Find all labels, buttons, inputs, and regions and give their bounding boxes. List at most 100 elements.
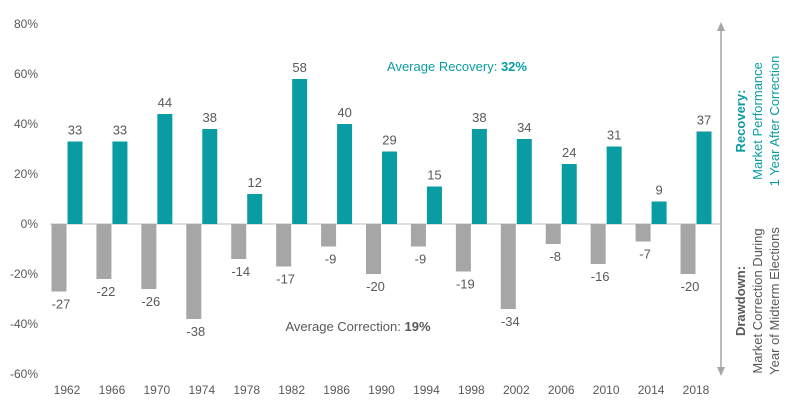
- recovery-data-label: 40: [337, 105, 351, 120]
- drawdown-data-label: -27: [52, 297, 71, 312]
- recovery-bar: [67, 141, 83, 224]
- x-tick-label: 1998: [458, 383, 485, 397]
- arrow-down-head: [717, 367, 725, 376]
- drawdown-bar: [410, 224, 426, 247]
- recovery-data-label: 33: [68, 123, 82, 138]
- bar-labels-group: 33 -27 33 -22 44 -26 38 -38 12 -14 58 -17 40 -9 29 -20 1…: [52, 60, 712, 339]
- recovery-bar: [651, 201, 667, 224]
- recovery-data-label: 29: [382, 133, 396, 148]
- drawdown-data-label: -20: [681, 279, 700, 294]
- drawdown-side-line1: Market Correction During: [750, 228, 765, 373]
- recovery-data-label: 38: [472, 110, 486, 125]
- x-tick-label: 1990: [368, 383, 395, 397]
- average-recovery-value: 32%: [501, 59, 527, 74]
- recovery-data-label: 33: [113, 123, 127, 138]
- average-correction-value: 19%: [404, 319, 430, 334]
- recovery-bar: [471, 129, 487, 224]
- y-tick-label: 80%: [14, 17, 38, 31]
- recovery-bar: [112, 141, 128, 224]
- drawdown-data-label: -16: [591, 269, 610, 284]
- drawdown-data-label: -17: [276, 272, 295, 287]
- recovery-data-label: 44: [158, 95, 172, 110]
- average-recovery-annotation: Average Recovery: 32%: [387, 59, 527, 74]
- drawdown-data-label: -22: [97, 284, 116, 299]
- drawdown-data-label: -9: [325, 252, 337, 267]
- arrow-up-head: [717, 22, 725, 31]
- recovery-bar: [337, 124, 353, 224]
- recovery-bar: [292, 79, 308, 224]
- recovery-data-label: 38: [203, 110, 217, 125]
- drawdown-bar: [366, 224, 382, 274]
- drawdown-bar: [186, 224, 202, 319]
- recovery-bar: [696, 131, 712, 224]
- x-tick-label: 1966: [99, 383, 126, 397]
- x-tick-label: 2006: [548, 383, 575, 397]
- recovery-bar: [561, 164, 577, 224]
- drawdown-bar: [231, 224, 247, 259]
- y-tick-label: 20%: [14, 167, 38, 181]
- y-tick-label: -20%: [10, 267, 38, 281]
- x-axis: 1962 1966 1970 1974 1978 1982 1986 1990 1994 1998…: [54, 383, 710, 397]
- y-tick-label: 60%: [14, 67, 38, 81]
- drawdown-data-label: -14: [231, 264, 250, 279]
- recovery-bar: [516, 139, 532, 224]
- x-tick-label: 2002: [503, 383, 530, 397]
- recovery-data-label: 37: [697, 113, 711, 128]
- x-tick-label: 1962: [54, 383, 81, 397]
- drawdown-bar: [590, 224, 606, 264]
- drawdown-data-label: -34: [501, 314, 520, 329]
- recovery-bar: [157, 114, 173, 224]
- drawdown-bar: [545, 224, 561, 244]
- x-tick-label: 1974: [188, 383, 215, 397]
- x-tick-label: 2010: [593, 383, 620, 397]
- recovery-bar: [202, 129, 218, 224]
- recovery-bar: [426, 186, 442, 224]
- average-recovery-prefix: Average Recovery:: [387, 59, 501, 74]
- drawdown-bar: [141, 224, 157, 289]
- drawdown-bar: [680, 224, 696, 274]
- drawdown-data-label: -9: [415, 252, 427, 267]
- drawdown-bar: [96, 224, 112, 279]
- x-tick-label: 1986: [323, 383, 350, 397]
- average-correction-annotation: Average Correction: 19%: [285, 319, 430, 334]
- drawdown-data-label: -7: [639, 247, 651, 262]
- x-tick-label: 2014: [638, 383, 665, 397]
- x-tick-label: 2018: [683, 383, 710, 397]
- recovery-data-label: 31: [607, 128, 621, 143]
- drawdown-data-label: -8: [549, 249, 561, 264]
- y-axis: 80% 60% 40% 20% 0% -20% -40% -60%: [10, 17, 38, 381]
- x-tick-label: 1970: [144, 383, 171, 397]
- drawdown-data-label: -19: [456, 277, 475, 292]
- x-tick-label: 1982: [278, 383, 305, 397]
- recovery-data-label: 12: [247, 175, 261, 190]
- recovery-data-label: 9: [655, 183, 662, 198]
- drawdown-bar: [321, 224, 337, 247]
- drawdown-bar: [500, 224, 516, 309]
- double-arrow-icon: [717, 22, 725, 376]
- drawdown-data-label: -26: [141, 294, 160, 309]
- recovery-bar: [247, 194, 263, 224]
- drawdown-side-title: Drawdown:: [733, 266, 748, 336]
- y-tick-label: 40%: [14, 117, 38, 131]
- drawdown-data-label: -20: [366, 279, 385, 294]
- recovery-data-label: 24: [562, 145, 576, 160]
- recovery-side-title: Recovery:: [733, 90, 748, 153]
- y-tick-label: 0%: [21, 217, 39, 231]
- drawdown-data-label: -38: [186, 324, 205, 339]
- recovery-bar: [606, 146, 622, 224]
- recovery-data-label: 58: [292, 60, 306, 75]
- recovery-bar: [382, 151, 398, 224]
- drawdown-bar: [455, 224, 471, 272]
- bars-group: [51, 79, 712, 319]
- drawdown-side-line2: Year of Midterm Elections: [767, 227, 782, 375]
- recovery-side-line2: 1 Year After Correction: [767, 56, 782, 187]
- drawdown-bar: [276, 224, 292, 267]
- y-tick-label: -40%: [10, 317, 38, 331]
- y-tick-label: -60%: [10, 367, 38, 381]
- recovery-data-label: 15: [427, 168, 441, 183]
- x-tick-label: 1994: [413, 383, 440, 397]
- drawdown-bar: [51, 224, 67, 292]
- x-tick-label: 1978: [233, 383, 260, 397]
- recovery-data-label: 34: [517, 120, 531, 135]
